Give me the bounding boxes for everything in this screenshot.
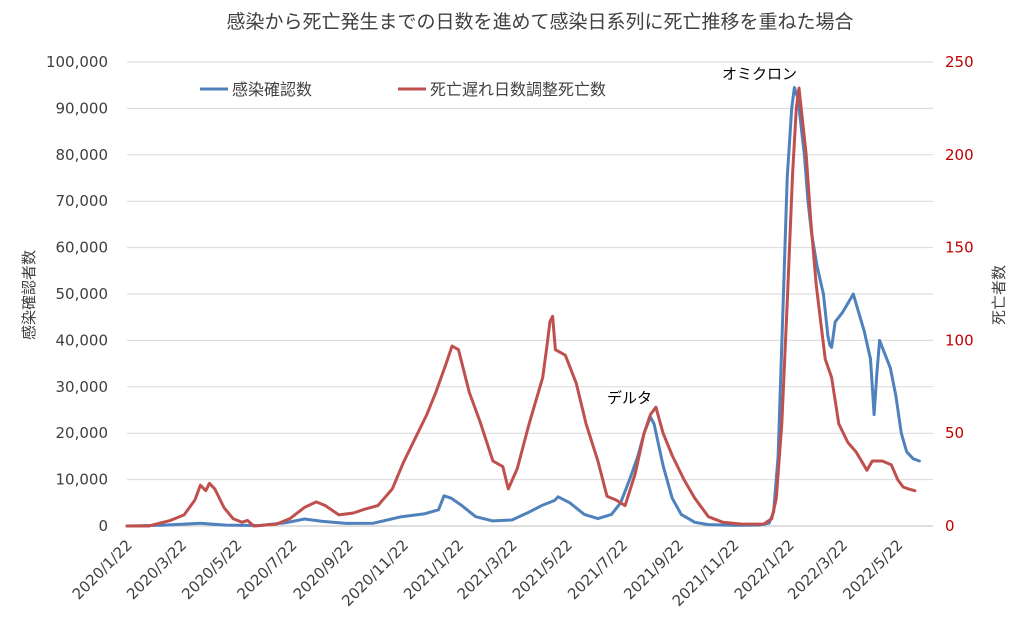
y2-tick-label: 0 (945, 517, 955, 535)
y-tick-label: 50,000 (56, 285, 109, 303)
series-line-infections (125, 86, 921, 528)
y-tick-label: 10,000 (56, 471, 109, 489)
series-line-deaths (125, 86, 917, 528)
y-tick-label: 60,000 (56, 239, 109, 257)
x-tick-label: 2021/7/22 (564, 536, 631, 603)
y2-tick-label: 50 (945, 424, 964, 442)
left-axis-ticks: 0 10,000 20,000 30,000 40,000 50,000 60,000 70,… (46, 53, 108, 535)
y-tick-label: 20,000 (56, 424, 109, 442)
y2-tick-label: 200 (945, 146, 974, 164)
right-axis-ticks: 0 50 100 150 200 250 (945, 53, 974, 535)
left-axis-title: 感染確認者数 (20, 250, 38, 340)
x-tick-label: 2020/7/22 (234, 536, 301, 603)
gridlines (127, 61, 933, 481)
y-tick-label: 0 (98, 517, 108, 535)
y-tick-label: 40,000 (56, 331, 109, 349)
y2-tick-label: 100 (945, 331, 974, 349)
y-tick-label: 90,000 (56, 99, 109, 117)
y-tick-label: 100,000 (46, 53, 108, 71)
legend: 感染確認数 死亡遅れ日数調整死亡数 (200, 80, 606, 99)
series-layer (125, 86, 921, 528)
legend-label-deaths: 死亡遅れ日数調整死亡数 (430, 80, 606, 99)
right-axis-title: 死亡者数 (990, 265, 1008, 325)
y2-tick-label: 250 (945, 53, 974, 71)
y-tick-label: 70,000 (56, 192, 109, 210)
y-tick-label: 30,000 (56, 378, 109, 396)
y2-tick-label: 150 (945, 239, 974, 257)
x-axis-ticks: 2020/1/222020/3/222020/5/222020/7/222020… (69, 536, 907, 610)
y-tick-label: 80,000 (56, 146, 109, 164)
x-tick-label: 2022/5/22 (839, 536, 906, 603)
legend-label-infections: 感染確認数 (232, 80, 312, 99)
chart-title: 感染から死亡発生までの日数を進めて感染日系列に死亡推移を重ねた場合 (226, 11, 853, 33)
annotation-omicron: オミクロン (722, 65, 797, 83)
annotation-delta: デルタ (607, 389, 652, 407)
